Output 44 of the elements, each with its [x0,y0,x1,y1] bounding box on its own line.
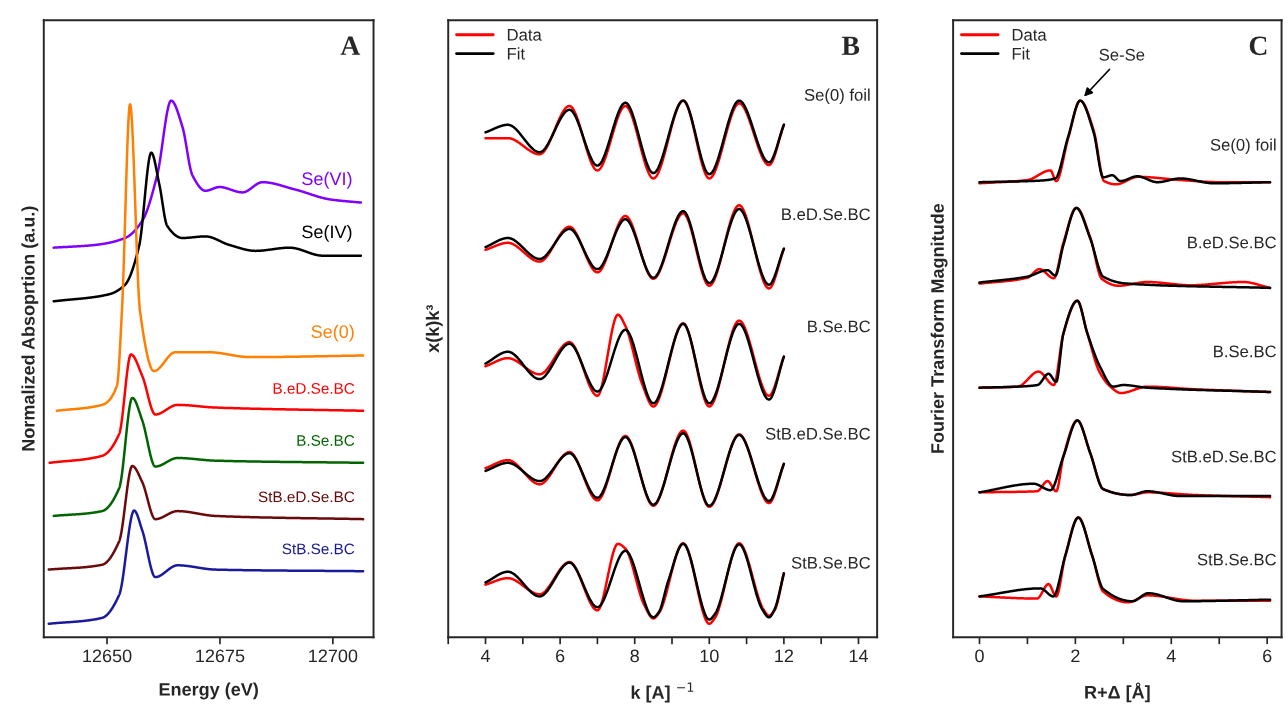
annotation: Se(0) foil [1210,138,1276,155]
chart-title: A [340,36,361,55]
x-tick-label: 14 [849,649,868,663]
x-tick-label: 12650 [83,649,132,663]
annotation: Se(0) foil [804,88,870,105]
annotation: B.Se.BC [1214,345,1276,358]
x-tick-label: 6 [1263,649,1272,663]
x-tick-label: 12675 [196,649,245,663]
series-label: Se(0) [311,324,354,342]
series-label: Se(VI) [302,171,352,189]
annotation: StB.Se.BC [791,556,871,569]
y-axis-title: x(k)k³ [425,304,443,353]
annotation: StB.eD.Se.BC [765,427,871,440]
y-axis-title: Normalized Absoprtion (a.u.) [21,206,39,451]
x-tick-label: 4 [480,649,491,663]
legend-label: Fit [1012,47,1030,60]
series-label: B.Se.BC [297,435,355,446]
legend-label: Data [507,29,542,41]
legend-label: Data [1012,29,1047,41]
annotation: B.eD.Se.BC [1188,236,1276,249]
x-axis-title: k [A] $^{−1}$ [631,682,694,703]
x-tick-label: 4 [1166,649,1176,663]
series-label: StB.Se.BC [282,543,355,555]
x-axis-title: Energy (eV) [159,682,258,700]
series-label: Se(IV) [302,224,352,242]
series-label: B.eD.Se.BC [273,383,355,394]
x-tick-label: 12700 [309,649,358,663]
series-label: StB.eD.Se.BC [258,491,355,503]
annotation: B.eD.Se.BC [782,208,871,221]
x-tick-label: 8 [630,649,639,663]
annotation: B.Se.BC [808,320,871,333]
x-tick-label: 6 [556,649,565,663]
annotation: StB.eD.Se.BC [1171,450,1276,463]
y-axis-title: Fourier Transform Magnitude [930,203,948,453]
chart-title: B [841,36,860,55]
legend-label: Fit [507,47,525,60]
x-tick-label: 2 [1071,649,1080,663]
x-tick-label: 12 [775,649,794,663]
chart-title: C [1249,36,1267,56]
x-tick-label: 10 [700,649,719,663]
x-tick-label: 0 [975,649,984,663]
annotation: StB.Se.BC [1197,553,1276,566]
annotation: Se-Se [1099,48,1145,61]
x-axis-title: R+Δ [Å] [1085,682,1150,703]
